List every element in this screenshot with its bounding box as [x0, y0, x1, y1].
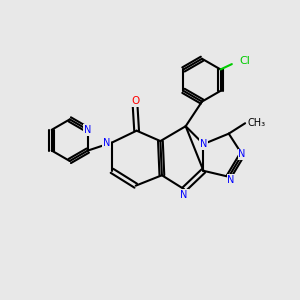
Text: Cl: Cl	[239, 56, 250, 66]
Text: N: N	[181, 190, 188, 200]
Text: CH₃: CH₃	[247, 118, 266, 128]
Text: N: N	[103, 138, 110, 148]
Text: N: N	[227, 175, 235, 185]
Text: N: N	[200, 139, 207, 149]
Text: N: N	[84, 125, 92, 135]
Text: N: N	[238, 149, 246, 160]
Text: O: O	[131, 96, 139, 106]
